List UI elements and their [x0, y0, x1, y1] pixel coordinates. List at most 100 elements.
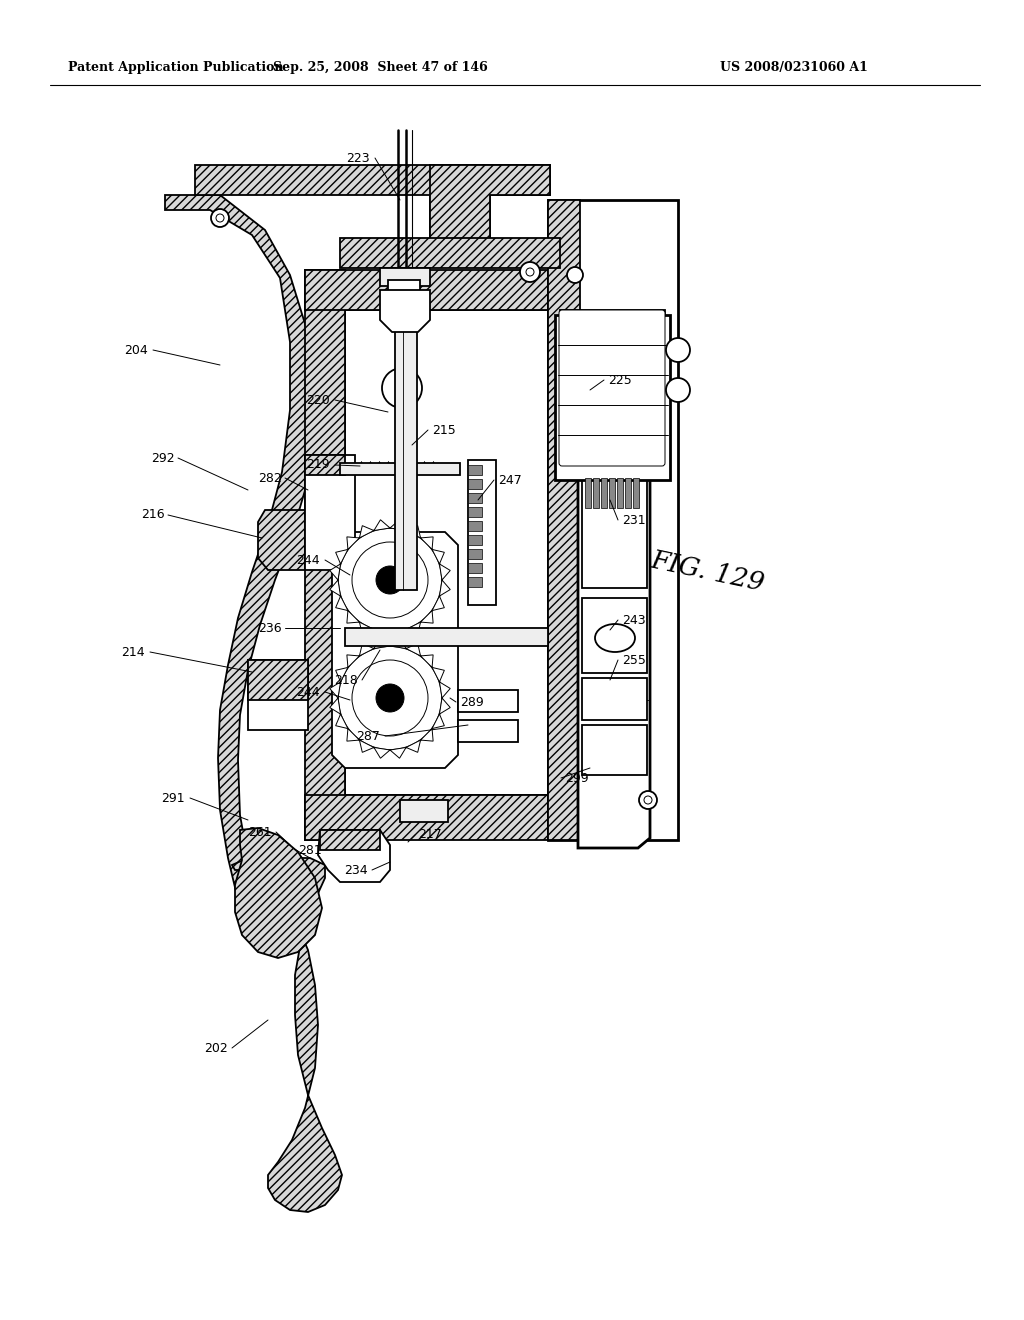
Polygon shape [305, 271, 345, 840]
Polygon shape [330, 579, 341, 597]
Text: 202: 202 [204, 1041, 228, 1055]
Bar [560, 310, 665, 465]
Polygon shape [439, 564, 451, 579]
Text: 261: 261 [249, 825, 272, 838]
Text: FIG. 129: FIG. 129 [648, 548, 766, 597]
Polygon shape [439, 579, 451, 597]
Polygon shape [332, 532, 458, 768]
Polygon shape [359, 525, 374, 539]
Text: 281: 281 [298, 843, 322, 857]
Bar [468, 535, 482, 545]
Text: 217: 217 [418, 829, 441, 842]
Polygon shape [407, 525, 421, 539]
Polygon shape [439, 682, 451, 698]
Circle shape [639, 791, 657, 809]
Polygon shape [407, 622, 421, 635]
Polygon shape [432, 668, 444, 682]
Bar [340, 463, 460, 475]
Polygon shape [359, 741, 374, 752]
Polygon shape [234, 828, 322, 958]
Polygon shape [347, 537, 359, 549]
Polygon shape [330, 564, 341, 579]
Text: Patent Application Publication: Patent Application Publication [68, 62, 284, 74]
Bar [468, 507, 482, 517]
Bar [625, 478, 631, 508]
Text: Sep. 25, 2008  Sheet 47 of 146: Sep. 25, 2008 Sheet 47 of 146 [272, 62, 487, 74]
Polygon shape [374, 638, 390, 648]
Polygon shape [374, 630, 390, 640]
Circle shape [666, 338, 690, 362]
Polygon shape [336, 597, 348, 611]
Polygon shape [421, 537, 433, 549]
Polygon shape [432, 714, 444, 729]
Bar [388, 280, 420, 315]
Text: 282: 282 [258, 471, 282, 484]
FancyBboxPatch shape [559, 310, 665, 466]
Polygon shape [347, 655, 359, 668]
Polygon shape [439, 698, 451, 714]
Circle shape [338, 528, 442, 632]
Polygon shape [421, 655, 433, 668]
Bar [601, 478, 607, 508]
Polygon shape [359, 622, 374, 635]
Polygon shape [305, 455, 345, 475]
Bar [582, 725, 647, 775]
Polygon shape [330, 682, 341, 698]
Bar [345, 628, 548, 645]
Polygon shape [390, 747, 407, 758]
Text: 287: 287 [356, 730, 380, 742]
Bar [609, 478, 615, 508]
Circle shape [644, 796, 652, 804]
Bar [548, 201, 678, 840]
Circle shape [520, 261, 540, 282]
Bar [400, 800, 449, 822]
Polygon shape [380, 290, 430, 333]
Polygon shape [305, 271, 548, 310]
Polygon shape [390, 638, 407, 648]
Text: 292: 292 [152, 451, 175, 465]
Circle shape [376, 684, 404, 711]
Polygon shape [578, 459, 650, 847]
Polygon shape [407, 741, 421, 752]
Circle shape [216, 214, 224, 222]
Polygon shape [347, 729, 359, 741]
Polygon shape [359, 644, 374, 656]
Text: 244: 244 [296, 553, 319, 566]
Polygon shape [258, 510, 305, 570]
Text: 220: 220 [306, 393, 330, 407]
Polygon shape [248, 660, 308, 700]
Polygon shape [336, 714, 348, 729]
Bar [617, 478, 623, 508]
Circle shape [382, 368, 422, 408]
Polygon shape [336, 549, 348, 564]
Circle shape [376, 566, 404, 594]
Text: US 2008/0231060 A1: US 2008/0231060 A1 [720, 62, 868, 74]
Bar [458, 719, 518, 742]
Bar [468, 577, 482, 587]
Polygon shape [305, 795, 548, 840]
Bar [345, 310, 548, 795]
Circle shape [666, 378, 690, 403]
Bar [555, 315, 670, 480]
Bar [468, 549, 482, 558]
Bar [585, 478, 591, 508]
Circle shape [352, 543, 428, 618]
Circle shape [352, 660, 428, 737]
Polygon shape [347, 611, 359, 623]
Bar [468, 479, 482, 488]
Polygon shape [432, 597, 444, 611]
Text: 299: 299 [565, 771, 589, 784]
Circle shape [338, 645, 442, 750]
Polygon shape [374, 520, 390, 531]
Polygon shape [374, 747, 390, 758]
Circle shape [526, 268, 534, 276]
Text: 236: 236 [258, 622, 282, 635]
Polygon shape [232, 858, 342, 1212]
Bar [468, 564, 482, 573]
Circle shape [211, 209, 229, 227]
Text: 214: 214 [122, 645, 145, 659]
Polygon shape [390, 520, 407, 531]
Polygon shape [336, 668, 348, 682]
Polygon shape [432, 549, 444, 564]
Text: 243: 243 [622, 614, 645, 627]
